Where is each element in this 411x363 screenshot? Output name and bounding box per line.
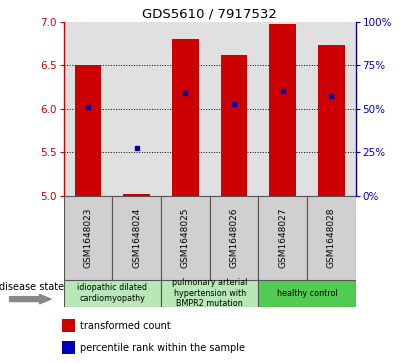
Text: idiopathic dilated
cardiomyopathy: idiopathic dilated cardiomyopathy — [77, 284, 147, 303]
Bar — [64, 280, 161, 307]
Bar — [210, 196, 258, 280]
Text: GSM1648028: GSM1648028 — [327, 208, 336, 268]
Bar — [64, 196, 112, 280]
Text: GSM1648027: GSM1648027 — [278, 208, 287, 268]
Text: pulmonary arterial
hypertension with
BMPR2 mutation: pulmonary arterial hypertension with BMP… — [172, 278, 247, 308]
Bar — [75, 65, 102, 196]
Text: percentile rank within the sample: percentile rank within the sample — [81, 343, 245, 352]
Bar — [172, 39, 199, 196]
Bar — [161, 196, 210, 280]
Bar — [62, 341, 76, 354]
Bar — [161, 280, 258, 307]
Title: GDS5610 / 7917532: GDS5610 / 7917532 — [142, 8, 277, 21]
Text: GSM1648025: GSM1648025 — [181, 208, 190, 268]
Text: transformed count: transformed count — [81, 321, 171, 331]
Bar — [307, 196, 356, 280]
Bar — [221, 55, 247, 196]
Bar — [318, 45, 344, 196]
Bar — [112, 196, 161, 280]
Bar — [258, 280, 356, 307]
Bar — [258, 196, 307, 280]
Bar — [123, 194, 150, 196]
Text: GSM1648026: GSM1648026 — [229, 208, 238, 268]
Text: disease state: disease state — [0, 282, 65, 292]
Bar — [269, 24, 296, 196]
Text: healthy control: healthy control — [277, 289, 337, 298]
Text: GSM1648023: GSM1648023 — [83, 208, 92, 268]
FancyArrow shape — [9, 294, 51, 304]
Bar — [62, 319, 76, 333]
Text: GSM1648024: GSM1648024 — [132, 208, 141, 268]
